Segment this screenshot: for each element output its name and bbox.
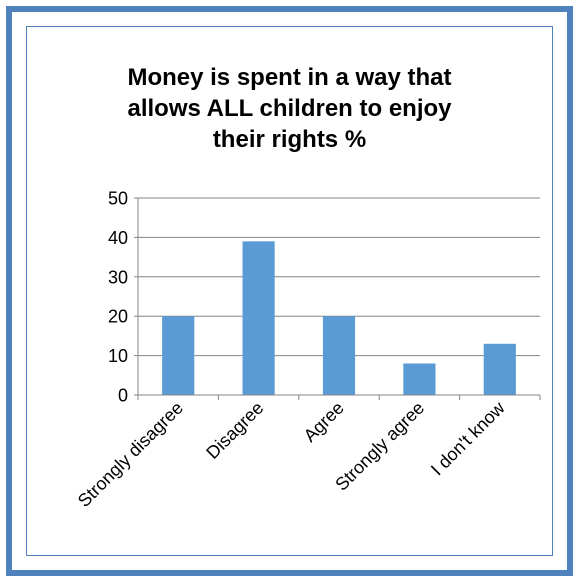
- y-tick-label: 10: [108, 346, 128, 366]
- chart-frame: [6, 6, 573, 576]
- x-tick-label: Agree: [300, 398, 348, 446]
- bars: [162, 241, 516, 395]
- y-tick-label: 30: [108, 267, 128, 287]
- chart-title-line-2: allows ALL children to enjoy: [127, 95, 452, 122]
- chart-title-line-3: their rights %: [212, 126, 367, 153]
- bar: [242, 241, 275, 395]
- y-tick-label: 20: [108, 307, 128, 327]
- y-tick-label: 0: [118, 386, 128, 406]
- chart-title-line-1: Money is spent in a way that: [127, 64, 452, 91]
- x-tick-label: I don't know: [427, 397, 509, 479]
- chart-inner-border: [26, 26, 553, 556]
- chart-title: Money is spent in a way that allows ALL …: [0, 62, 579, 155]
- bar: [483, 343, 516, 395]
- x-tick-label: Disagree: [202, 398, 267, 463]
- bar: [322, 316, 356, 395]
- y-axis: 0 10 20 30 40 50: [108, 189, 139, 406]
- x-tick-label: Strongly disagree: [74, 398, 187, 511]
- y-tick-label: 50: [108, 189, 128, 209]
- y-tick-label: 40: [108, 228, 128, 248]
- bar: [162, 316, 195, 395]
- bar: [403, 363, 436, 395]
